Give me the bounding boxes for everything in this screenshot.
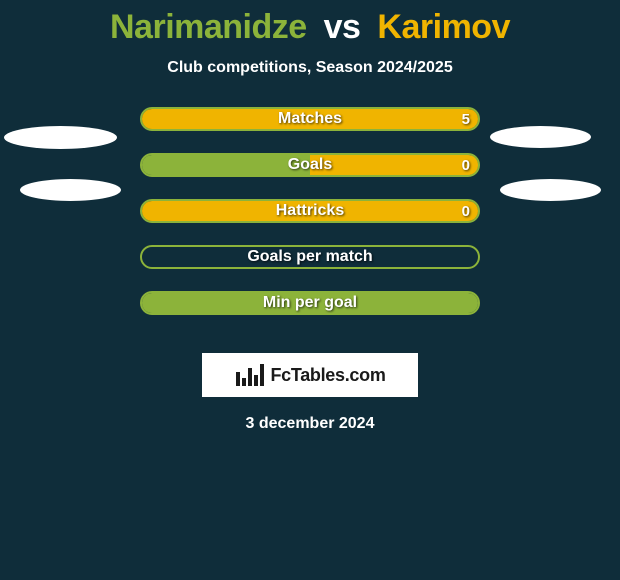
title-player2: Karimov bbox=[377, 8, 510, 46]
bar-fill-left bbox=[142, 293, 478, 313]
decor-ellipse bbox=[20, 179, 121, 201]
stat-value-right: 5 bbox=[462, 109, 470, 129]
stat-bar: Goals per match bbox=[140, 245, 480, 269]
stat-label: Goals per match bbox=[142, 247, 478, 267]
subtitle: Club competitions, Season 2024/2025 bbox=[167, 59, 452, 77]
stat-bar: 5Matches bbox=[140, 107, 480, 131]
title-player1: Narimanidze bbox=[110, 8, 307, 46]
date-text: 3 december 2024 bbox=[246, 415, 375, 433]
stat-bar: 0Goals bbox=[140, 153, 480, 177]
logo: FcTables.com bbox=[202, 353, 418, 397]
bar-fill-right bbox=[310, 155, 478, 175]
title-vs: vs bbox=[324, 8, 361, 46]
bar-fill-right bbox=[142, 109, 478, 129]
decor-ellipse bbox=[4, 126, 117, 149]
page-title: Narimanidze vs Karimov bbox=[110, 8, 510, 47]
stat-bar: 0Hattricks bbox=[140, 199, 480, 223]
stat-value-right: 0 bbox=[462, 201, 470, 221]
logo-text: FcTables.com bbox=[270, 365, 385, 386]
stats-area: 5Matches 0Goals 0Hattricks Goals per match M… bbox=[140, 107, 480, 337]
stat-row: Goals per match bbox=[140, 245, 480, 269]
stat-row: 0Goals bbox=[140, 153, 480, 177]
stat-bar: Min per goal bbox=[140, 291, 480, 315]
stat-row: Min per goal bbox=[140, 291, 480, 315]
bar-fill-right bbox=[142, 201, 478, 221]
logo-bars-icon bbox=[234, 362, 264, 388]
stat-row: 5Matches bbox=[140, 107, 480, 131]
decor-ellipse bbox=[500, 179, 601, 201]
stat-row: 0Hattricks bbox=[140, 199, 480, 223]
stat-value-right: 0 bbox=[462, 155, 470, 175]
decor-ellipse bbox=[490, 126, 591, 148]
